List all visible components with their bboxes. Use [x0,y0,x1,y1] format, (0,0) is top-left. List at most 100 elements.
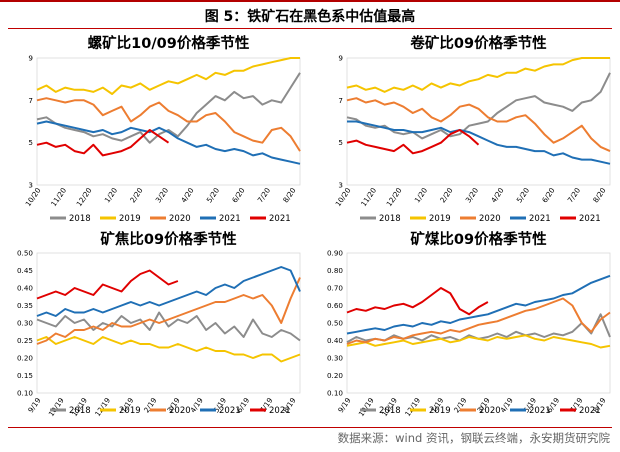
x-tick-label: 12/20 [74,186,93,208]
chart-panel-2: 卷矿比09价格季节性 3 5 7 9 10/20 11/20 12/20 1/20 2/20 3/2… [310,30,620,230]
series-line-2019 [36,57,300,95]
y-tick-label: 5 [338,138,343,147]
series-line-2021 [347,120,611,165]
legend-label: 2019 [119,406,141,416]
chart-title: 卷矿比09价格季节性 [410,34,547,52]
x-tick-label: 1/20 [103,186,120,205]
y-tick-label: 3 [28,181,33,190]
series-line-2020 [36,277,301,345]
legend-label: 2021 [529,406,551,416]
chart-panel-1: 螺矿比10/09价格季节性 3 5 7 9 10/20 11/20 12/20 1/20 2/20… [0,30,310,230]
plot-area [346,252,611,394]
y-tick-label: 0.35 [17,301,33,310]
x-tick-label: 11/20 [49,186,68,208]
chart-panel-4: 矿煤比09价格季节性 0.10 0.20 0.30 0.40 0.50 0.60 0.70 0.… [310,228,620,426]
y-tick-label: 0.45 [17,266,33,275]
x-tick-label: 4/19 [498,396,515,415]
y-tick-label: 9 [28,54,33,63]
legend-label: 2021 [269,406,291,416]
chart-rebar-ore-ratio: 螺矿比10/09价格季节性 3 5 7 9 10/20 11/20 12/20 1/20 2/20… [23,34,301,224]
x-tick-label: 1/20 [413,186,430,205]
legend-label: 2018 [379,214,401,224]
y-tick-label: 0.40 [17,284,33,293]
x-tick-label: 2/19 [452,396,469,415]
x-tick-label: 4/19 [188,396,205,415]
x-tick-label: 3/20 [464,186,481,205]
x-tick-label: 10/20 [333,186,352,208]
y-tick-label: 0.15 [17,371,33,380]
plot-area [346,57,611,186]
y-tick-label: 0.40 [327,336,343,345]
legend-label: 2021 [579,406,601,416]
figure-title: 图 5：铁矿石在黑色系中估值最高 [204,9,416,25]
series-line-2019 [346,57,610,93]
chart-ore-coke-ratio: 矿焦比09价格季节性 0.10 0.15 0.20 0.25 0.30 0.35 0.40 0.… [17,230,301,418]
legend-label: 2019 [429,214,451,224]
series-line-2018 [36,72,301,144]
top-border [0,0,620,2]
plot-area [36,252,301,394]
legend-label: 2021 [269,214,291,224]
series-line-2021 [36,120,301,165]
legend-label: 2018 [69,406,91,416]
chart-hrc-ore-ratio: 卷矿比09价格季节性 3 5 7 9 10/20 11/20 12/20 1/20 2/20 3/2… [333,34,611,224]
legend-label: 2021 [579,214,601,224]
source-divider [8,427,612,428]
series-line-2018 [36,311,301,342]
series-line-2019 [36,336,301,363]
plot-area [36,57,301,186]
x-tick-label: 10/19 [47,396,66,418]
x-tick-label: 4/20 [179,186,196,205]
x-tick-label: 2/20 [438,186,455,205]
x-tick-label: 2/19 [142,396,159,415]
x-tick-label: 8/20 [281,186,298,205]
x-tick-label: 12/19 [403,396,422,418]
x-tick-label: 5/20 [205,186,222,205]
series-line-2021-b [346,287,489,316]
chart-title: 矿煤比09价格季节性 [410,230,547,248]
source-note: 数据来源：wind 资讯，钢联云终端，永安期货研究院 [337,431,610,445]
x-tick-label: 2/20 [128,186,145,205]
x-tick-label: 6/20 [540,186,557,205]
y-tick-label: 3 [338,181,343,190]
legend-label: 2019 [119,214,141,224]
y-tick-label: 0.10 [17,389,33,398]
x-tick-label: 6/20 [230,186,247,205]
series-line-2021-b [36,269,179,300]
x-tick-label: 11/20 [359,186,378,208]
x-tick-label: 12/19 [93,396,112,418]
y-tick-label: 0.90 [327,249,343,258]
chart-title: 矿焦比09价格季节性 [100,230,237,248]
y-tick-label: 0.30 [327,354,343,363]
y-tick-label: 0.80 [327,266,343,275]
series-line-2021-b [36,129,170,157]
legend-label: 2021 [529,214,551,224]
legend-label: 2021 [219,406,241,416]
legend-label: 2018 [379,406,401,416]
series-line-2021 [36,266,301,317]
legend-label: 2019 [429,406,451,416]
series-line-2019 [346,334,611,349]
x-tick-label: 9/19 [336,396,353,415]
x-tick-label: 7/20 [256,186,273,205]
y-tick-label: 0.60 [327,301,343,310]
y-tick-label: 0.25 [17,336,33,345]
y-tick-label: 0.20 [17,354,33,363]
y-tick-label: 5 [28,138,33,147]
x-tick-label: 7/20 [566,186,583,205]
y-tick-label: 0.20 [327,371,343,380]
x-tick-label: 4/20 [489,186,506,205]
legend-label: 2020 [169,406,191,416]
x-tick-label: 3/20 [154,186,171,205]
y-tick-label: 9 [338,54,343,63]
x-tick-label: 5/20 [515,186,532,205]
legend-label: 2021 [219,214,241,224]
series-line-2020 [36,97,301,152]
x-tick-label: 8/20 [591,186,608,205]
legend-label: 2020 [169,214,191,224]
title-divider [8,28,612,29]
x-tick-label: 12/20 [384,186,403,208]
series-line-2021-b [346,129,480,155]
y-tick-label: 7 [28,96,33,105]
legend-label: 2018 [69,214,91,224]
